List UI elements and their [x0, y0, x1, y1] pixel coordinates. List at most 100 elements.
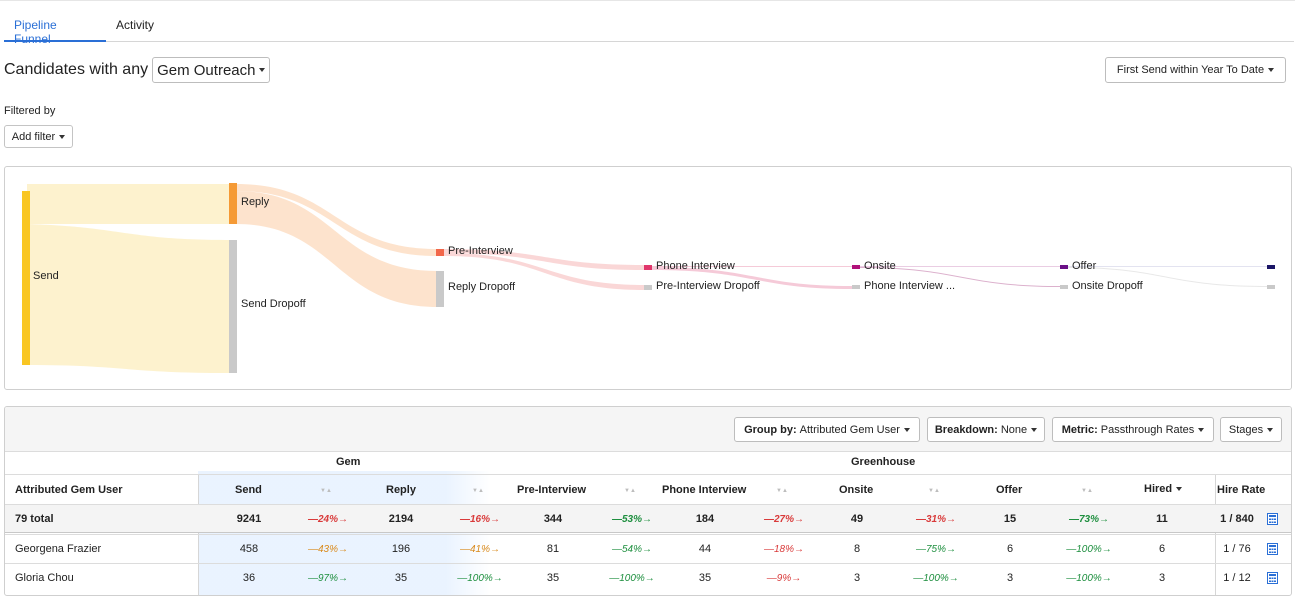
flow-offer-dropoff [1068, 267, 1268, 287]
cell-hire-rate: 1 / 76 [1223, 543, 1251, 555]
rate-offer-hired: —100%→ [1066, 544, 1112, 555]
column-header-hired[interactable]: Hired [1144, 483, 1183, 495]
column-header-hire-rate[interactable]: Hire Rate [1217, 484, 1266, 496]
flow-send-reply [27, 184, 230, 224]
cell-onsite: 49 [850, 513, 864, 525]
source-select[interactable]: Gem Outreach [152, 57, 271, 83]
sort-icon[interactable]: ▼▲ [1081, 488, 1093, 494]
tab-activity[interactable]: Activity [116, 18, 155, 32]
sort-icon[interactable]: ▼▲ [472, 488, 484, 494]
node-offer-dropoff[interactable] [1267, 285, 1275, 289]
rate-reply-pre: —16%→ [459, 514, 500, 525]
rate-pre-phone: —54%→ [611, 544, 652, 555]
calculator-icon[interactable] [1267, 513, 1278, 525]
node-pre-interview[interactable] [436, 249, 444, 256]
column-header-reply[interactable]: Reply [386, 484, 416, 496]
date-range-dropdown[interactable]: First Send within Year To Date [1105, 57, 1286, 83]
cell-hire-rate: 1 / 12 [1223, 572, 1251, 584]
column-header-phone-interview[interactable]: Phone Interview [662, 484, 747, 496]
breakdown-label: Breakdown: [934, 423, 998, 436]
node-send-dropoff[interactable] [229, 240, 237, 373]
node-phone-interview[interactable] [644, 265, 652, 270]
node-label-send-dropoff: Send Dropoff [241, 298, 306, 310]
rate-offer-hired: —100%→ [1066, 573, 1112, 584]
cell-pre-interview: 344 [543, 513, 563, 525]
source-select-value: Gem Outreach [157, 61, 256, 79]
flow-onsite-offer [859, 266, 1061, 267]
table-row[interactable]: Georgena Frazier 458 —43%→ 196 —41%→ 8 1 … [5, 534, 1291, 563]
tab-pipeline-funnel[interactable]: Pipeline Funnel [4, 8, 106, 46]
node-offer[interactable] [1060, 265, 1068, 269]
rate-phone-onsite: —27%→ [763, 514, 804, 525]
node-label-onsite: Onsite [864, 260, 896, 272]
group-header-greenhouse: Greenhouse [851, 456, 916, 468]
node-onsite[interactable] [852, 265, 860, 269]
node-reply[interactable] [229, 183, 237, 224]
group-by-value: Attributed Gem User [799, 423, 900, 436]
report-table-panel: Group by: Attributed Gem User Breakdown:… [4, 406, 1292, 596]
caret-down-icon [1267, 427, 1274, 432]
sort-desc-icon [1176, 487, 1183, 492]
date-range-label: First Send within Year To Date [1116, 64, 1265, 76]
cell-hired: 11 [1156, 513, 1168, 525]
node-send[interactable] [22, 191, 30, 365]
table-row-total[interactable]: 79 total 9241 —24%→ 2194 —16%→ 344 —53%→… [5, 504, 1291, 533]
column-header-hired-label: Hired [1144, 483, 1173, 495]
flow-phone-dropoff [651, 267, 852, 289]
node-reply-dropoff[interactable] [436, 271, 444, 307]
metric-dropdown[interactable]: Metric: Passthrough Rates [1052, 417, 1214, 442]
headline: Candidates with any Gem Outreach [4, 57, 271, 83]
flow-send-dropoff [27, 224, 230, 373]
caret-down-icon [259, 68, 266, 72]
cell-offer: 3 [1006, 572, 1014, 584]
calculator-icon[interactable] [1267, 543, 1278, 555]
sort-icon[interactable]: ▼▲ [776, 488, 788, 494]
sankey-panel: Send Reply Send Dropoff Pre-Interview Re… [4, 166, 1292, 390]
caret-down-icon [59, 134, 66, 139]
column-header-pre-interview[interactable]: Pre-Interview [517, 484, 587, 496]
tab-bar: Pipeline Funnel Activity [4, 8, 1294, 46]
node-phone-interview-dropoff[interactable] [852, 285, 860, 289]
sort-icon[interactable]: ▼▲ [928, 488, 940, 494]
node-label-offer: Offer [1072, 260, 1097, 272]
caret-down-icon [1198, 427, 1205, 432]
column-header-user[interactable]: Attributed Gem User [15, 484, 123, 496]
flow-pre-phone [444, 249, 644, 270]
table-toolbar: Group by: Attributed Gem User Breakdown:… [5, 407, 1291, 452]
column-header-send[interactable]: Send [235, 484, 262, 496]
rate-onsite-offer: —100%→ [913, 573, 959, 584]
rate-reply-pre: —41%→ [459, 544, 500, 555]
rate-phone-onsite: —9%→ [766, 573, 802, 584]
node-pre-interview-dropoff[interactable] [644, 285, 652, 290]
add-filter-label: Add filter [11, 130, 56, 143]
sankey-diagram [22, 183, 1275, 373]
rate-pre-phone: —53%→ [611, 514, 652, 525]
column-header-offer[interactable]: Offer [996, 484, 1023, 496]
flow-pre-dropoff [444, 253, 644, 290]
cell-hired: 3 [1158, 572, 1166, 584]
top-divider [0, 0, 1295, 1]
node-label-send: Send [33, 270, 59, 282]
cell-reply: 2194 [388, 513, 414, 525]
breakdown-dropdown[interactable]: Breakdown: None [927, 417, 1045, 442]
node-hired[interactable] [1267, 265, 1275, 269]
group-header-gem: Gem [336, 456, 361, 468]
group-by-dropdown[interactable]: Group by: Attributed Gem User [734, 417, 920, 442]
stages-dropdown[interactable]: Stages [1220, 417, 1282, 442]
add-filter-button[interactable]: Add filter [4, 125, 73, 148]
sort-icon[interactable]: ▼▲ [624, 488, 636, 494]
column-header-onsite[interactable]: Onsite [839, 484, 874, 496]
calculator-icon[interactable] [1267, 572, 1278, 584]
caret-down-icon [1268, 68, 1275, 72]
cell-send: 36 [242, 572, 256, 584]
cell-hired: 6 [1158, 543, 1166, 555]
rate-onsite-offer: —31%→ [915, 514, 956, 525]
breakdown-value: None [1000, 423, 1028, 436]
table-row[interactable]: Gloria Chou 36 —97%→ 35 —100%→ 35 —100%→… [5, 563, 1291, 592]
node-label-pre-interview: Pre-Interview [448, 245, 513, 257]
sort-icon[interactable]: ▼▲ [320, 488, 332, 494]
cell-send: 458 [239, 543, 259, 555]
node-onsite-dropoff[interactable] [1060, 285, 1068, 289]
node-label-reply: Reply [241, 196, 270, 208]
cell-send: 9241 [236, 513, 262, 525]
